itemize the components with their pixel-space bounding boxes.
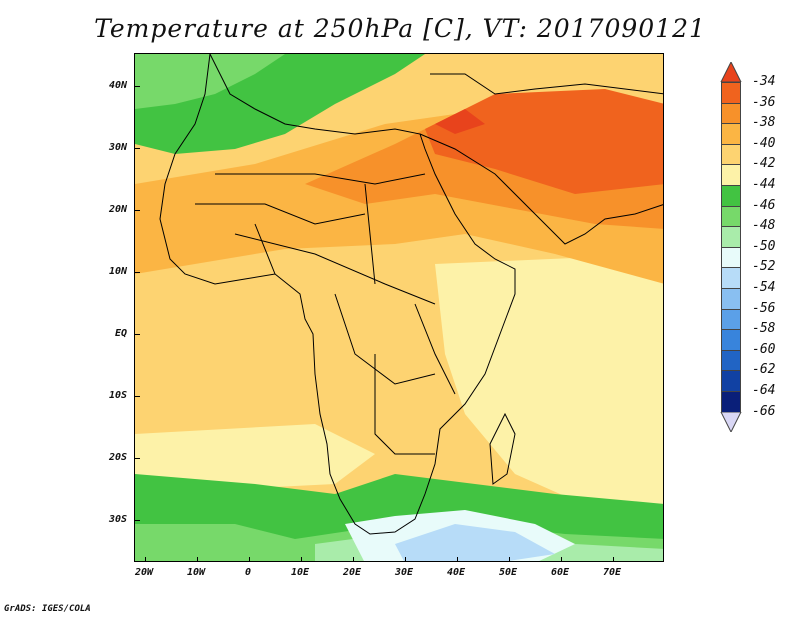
lon-tick bbox=[249, 557, 250, 561]
colorbar-label: -42 bbox=[752, 156, 776, 172]
lon-tick bbox=[613, 557, 614, 561]
lon-label: 20W bbox=[134, 567, 154, 578]
colorbar-swatch bbox=[721, 102, 741, 125]
colorbar-label: -60 bbox=[752, 341, 776, 357]
colorbar-label: -62 bbox=[752, 362, 776, 378]
lat-label: 10N bbox=[108, 266, 127, 277]
lon-tick bbox=[457, 557, 458, 561]
temperature-field bbox=[135, 54, 663, 561]
colorbar-over-arrow bbox=[720, 62, 742, 82]
africa-outline bbox=[159, 54, 516, 535]
colorbar-under-arrow bbox=[720, 411, 742, 432]
lon-label: 40E bbox=[446, 567, 466, 578]
lat-tick bbox=[135, 86, 140, 87]
colorbar-swatch bbox=[721, 246, 741, 269]
colorbar-label: -38 bbox=[752, 115, 776, 131]
colorbar-label: -50 bbox=[752, 238, 776, 254]
lat-label: 20S bbox=[108, 452, 127, 463]
field-region-44-atlantic bbox=[135, 424, 375, 494]
colorbar-label: -54 bbox=[752, 280, 776, 295]
colorbar-swatch bbox=[721, 349, 741, 372]
colorbar-label: -46 bbox=[752, 197, 776, 213]
lat-label: 30N bbox=[108, 142, 127, 153]
lon-label: 50E bbox=[498, 567, 518, 578]
lat-label: 20N bbox=[108, 204, 127, 215]
colorbar-swatch bbox=[721, 267, 741, 289]
colorbar-label: -44 bbox=[752, 177, 776, 192]
lon-tick bbox=[353, 557, 354, 561]
colorbar-label: -52 bbox=[752, 259, 776, 275]
lat-tick bbox=[135, 334, 140, 335]
lat-label: 30S bbox=[108, 514, 127, 525]
colorbar-swatch bbox=[721, 205, 741, 228]
lon-tick bbox=[561, 557, 562, 561]
colorbar-label: -56 bbox=[752, 300, 776, 316]
colorbar-swatch bbox=[721, 226, 741, 248]
lat-label: EQ bbox=[114, 328, 127, 339]
field-region-34 bbox=[435, 109, 485, 134]
field-region-36 bbox=[425, 89, 663, 194]
colorbar-label: -40 bbox=[752, 135, 776, 151]
lon-tick bbox=[145, 557, 146, 561]
lat-label: 40N bbox=[108, 80, 127, 91]
colorbar-swatch bbox=[721, 370, 741, 392]
map-title: Temperature at 250hPa [C], VT: 201709012… bbox=[94, 14, 706, 43]
lat-label: 10S bbox=[108, 390, 127, 401]
country-borders bbox=[195, 173, 456, 455]
lat-tick bbox=[135, 520, 140, 521]
colorbar-swatch bbox=[721, 391, 741, 413]
colorbar-swatch bbox=[721, 308, 741, 331]
madagascar-outline bbox=[489, 412, 516, 485]
colorbar-label: -66 bbox=[752, 403, 776, 419]
arabia-coast bbox=[419, 133, 663, 245]
lat-tick bbox=[135, 458, 140, 459]
colorbar-swatch bbox=[721, 185, 741, 207]
colorbar-label: -64 bbox=[752, 383, 776, 398]
field-region-44 bbox=[435, 254, 663, 524]
lon-label: 0 bbox=[244, 567, 252, 578]
lon-label: 60E bbox=[550, 567, 570, 578]
lon-label: 70E bbox=[602, 567, 622, 578]
colorbar-label: -34 bbox=[752, 74, 776, 89]
lon-label: 20E bbox=[342, 567, 362, 578]
lon-label: 10W bbox=[186, 567, 206, 578]
field-region-54 bbox=[395, 524, 555, 561]
lat-tick bbox=[135, 272, 140, 273]
field-region-48-north bbox=[135, 54, 285, 109]
colorbar-swatch bbox=[721, 123, 741, 145]
colorbar-label: -58 bbox=[752, 321, 776, 337]
lon-label: 30E bbox=[394, 567, 414, 578]
asia-coast bbox=[430, 73, 663, 95]
colorbar-label: -48 bbox=[752, 218, 776, 234]
lat-tick bbox=[135, 148, 140, 149]
colorbar-swatch bbox=[721, 143, 741, 166]
lon-tick bbox=[509, 557, 510, 561]
temperature-map bbox=[134, 53, 664, 562]
grads-credit: GrADS: IGES/COLA bbox=[4, 604, 91, 614]
lon-label: 10E bbox=[290, 567, 310, 578]
colorbar-swatch bbox=[721, 288, 741, 310]
colorbar-swatch bbox=[721, 164, 741, 186]
colorbar-swatch bbox=[721, 329, 741, 351]
colorbar-label: -36 bbox=[752, 94, 776, 110]
lon-tick bbox=[197, 557, 198, 561]
colorbar-swatch bbox=[721, 82, 741, 104]
lat-tick bbox=[135, 396, 140, 397]
coastlines bbox=[159, 54, 663, 535]
lon-tick bbox=[301, 557, 302, 561]
lon-tick bbox=[405, 557, 406, 561]
lat-tick bbox=[135, 210, 140, 211]
